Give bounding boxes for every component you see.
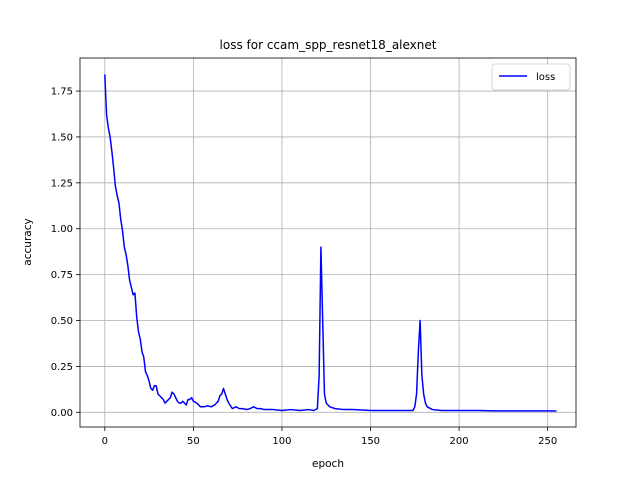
x-axis-ticks: 0 50 100 150 200 250 bbox=[102, 427, 557, 447]
x-tick-label: 150 bbox=[361, 436, 380, 447]
series-line-loss bbox=[104, 74, 557, 412]
x-tick-label: 200 bbox=[450, 436, 469, 447]
y-tick-label: 1.75 bbox=[51, 87, 73, 98]
x-tick-label: 250 bbox=[538, 436, 557, 447]
y-tick-label: 0.50 bbox=[51, 316, 73, 327]
legend: loss bbox=[491, 63, 571, 91]
chart-title: loss for ccam_spp_resnet18_alexnet bbox=[220, 38, 437, 52]
x-tick-label: 50 bbox=[187, 436, 200, 447]
y-axis-ticks: 0.00 0.25 0.50 0.75 1.00 1.25 1.50 1.75 bbox=[51, 87, 80, 419]
x-tick-label: 100 bbox=[272, 436, 291, 447]
y-tick-label: 1.00 bbox=[51, 224, 73, 235]
legend-box bbox=[491, 63, 571, 91]
y-tick-label: 1.25 bbox=[51, 178, 73, 189]
y-tick-label: 1.50 bbox=[51, 132, 73, 143]
y-axis-label: accuracy bbox=[22, 218, 34, 265]
x-axis-label: epoch bbox=[312, 458, 344, 470]
grid bbox=[80, 58, 576, 427]
x-tick-label: 0 bbox=[102, 436, 108, 447]
y-tick-label: 0.00 bbox=[51, 408, 73, 419]
series-layer bbox=[104, 74, 557, 412]
plot-frame bbox=[79, 57, 577, 428]
y-tick-label: 0.75 bbox=[51, 270, 73, 281]
legend-entry-loss: loss bbox=[536, 72, 555, 83]
y-tick-label: 0.25 bbox=[51, 362, 73, 373]
